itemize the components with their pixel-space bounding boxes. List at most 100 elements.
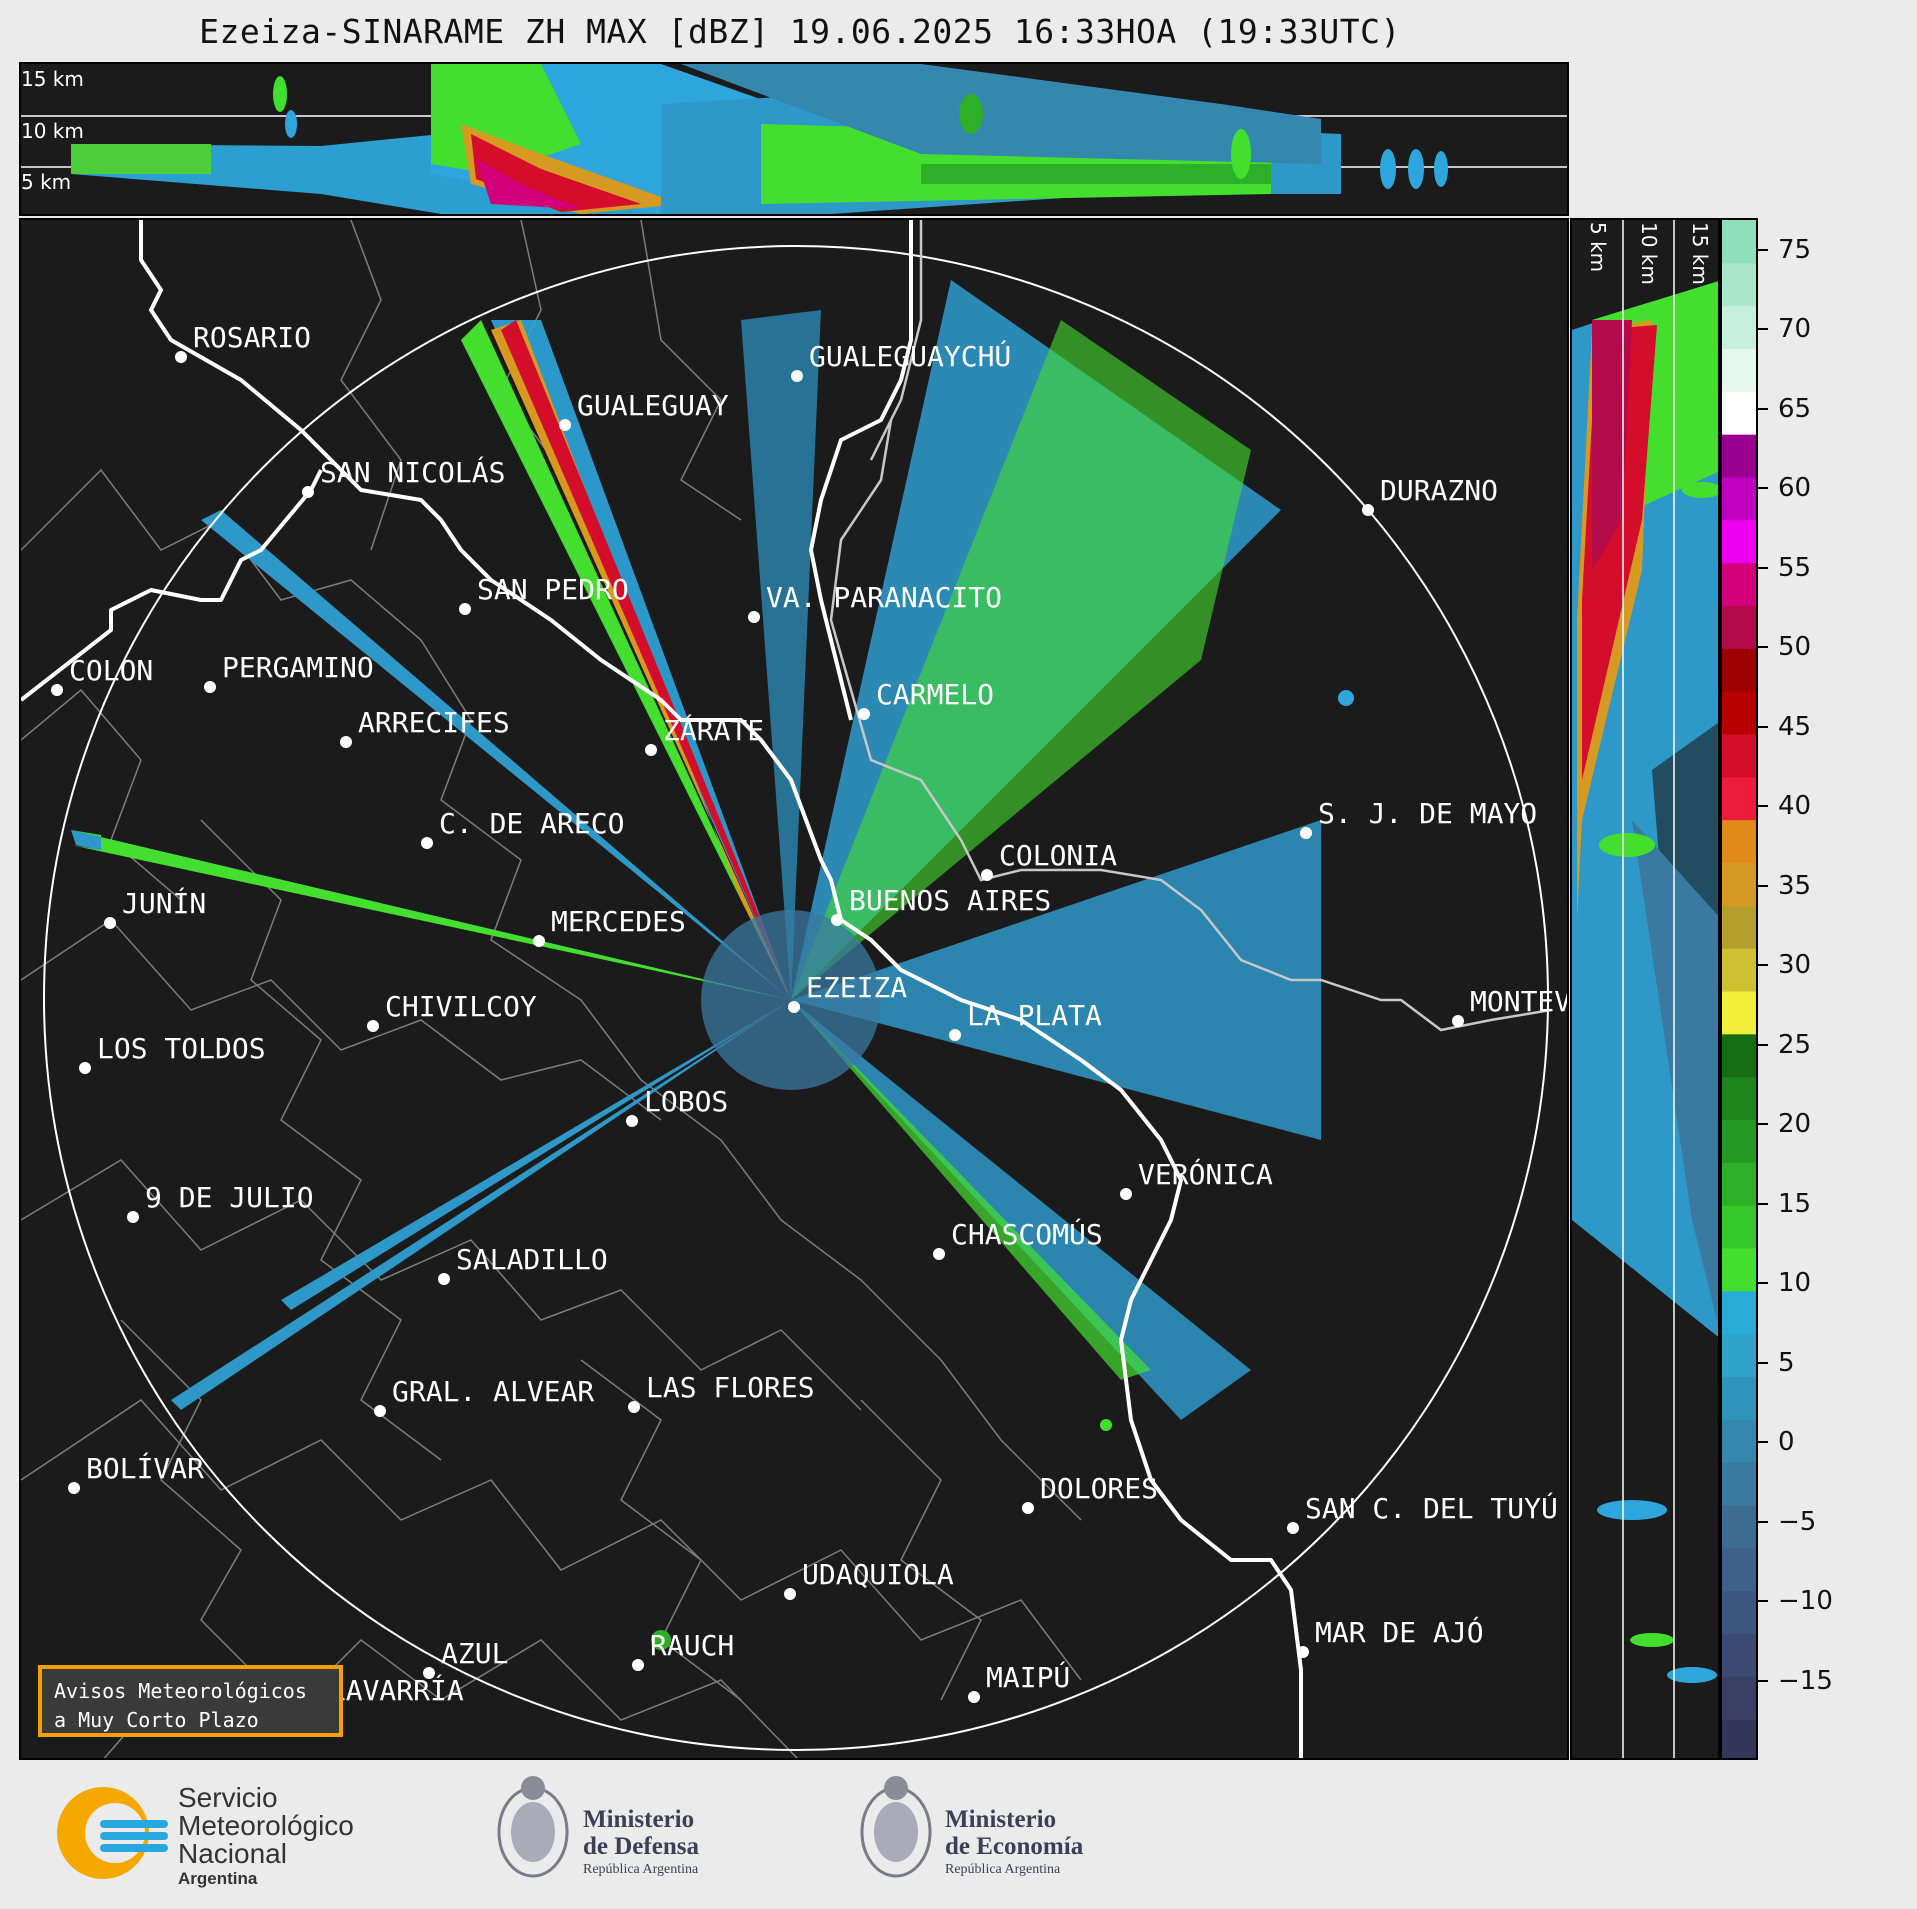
coast-outline xyxy=(829,220,1552,1032)
top-alt-label-5km: 5 km xyxy=(21,170,72,194)
top-cross-section-panel: 15 km 10 km 5 km xyxy=(19,62,1569,216)
colorbar-band xyxy=(1722,1590,1756,1634)
economia-logo-text: Ministerio de Economía República Argenti… xyxy=(945,1806,1083,1880)
city-junin: JUNÍN xyxy=(104,886,206,929)
city-montevideo: MONTEVIDEO xyxy=(1452,985,1569,1027)
footer-logos: Servicio Meteorológico Nacional Argentin… xyxy=(0,1762,1917,1909)
colorbar-tick xyxy=(1758,884,1768,887)
colorbar-tick xyxy=(1758,805,1768,808)
warnings-link-button[interactable]: Avisos Meteorológicos a Muy Corto Plazo xyxy=(38,1665,343,1737)
smn-logo-text: Servicio Meteorológico Nacional Argentin… xyxy=(178,1784,354,1890)
city-rosario: ROSARIO xyxy=(175,321,311,363)
city-label-junin: JUNÍN xyxy=(122,886,206,920)
colorbar-tick xyxy=(1758,646,1768,649)
colorbar-tick-label: 25 xyxy=(1778,1029,1812,1060)
radar-map: ROSARIO GUALEGUAYCHÚ GUALEGUAY SAN NICOL… xyxy=(21,220,1569,1758)
city-label-azul: AZUL xyxy=(441,1637,508,1670)
city-label-mercedes: MERCEDES xyxy=(551,905,686,938)
city-zarate: ZÁRATE xyxy=(645,713,764,756)
colorbar-tick-label: 15 xyxy=(1778,1188,1812,1219)
colorbar-band xyxy=(1722,1633,1756,1677)
city-label-colon: COLON xyxy=(69,654,153,687)
city-colon: COLON xyxy=(51,654,153,696)
city-chivilcoy: CHIVILCOY xyxy=(367,990,537,1032)
colorbar-tick-label: 20 xyxy=(1778,1109,1812,1140)
colorbar-tick-label: 0 xyxy=(1778,1427,1795,1458)
colorbar-band xyxy=(1722,991,1756,1035)
top-alt-label-10km: 10 km xyxy=(21,119,84,143)
colorbar-band xyxy=(1722,1290,1756,1335)
colorbar-tick-label: −10 xyxy=(1778,1586,1833,1617)
colorbar-band xyxy=(1722,819,1756,863)
colorbar-tick xyxy=(1758,1441,1768,1444)
city-label-maipu: MAIPÚ xyxy=(986,1660,1070,1694)
colorbar-tick-label: 50 xyxy=(1778,632,1812,663)
colorbar-band xyxy=(1722,1162,1756,1206)
radar-echoes xyxy=(71,280,1354,1650)
colorbar-band xyxy=(1722,691,1756,735)
city-label-9-de-julio: 9 DE JULIO xyxy=(145,1181,314,1214)
city-durazno: DURAZNO xyxy=(1362,474,1498,516)
colorbar-band xyxy=(1722,905,1756,949)
colorbar-tick xyxy=(1758,1600,1768,1603)
colorbar-band xyxy=(1722,605,1756,649)
colorbar-band xyxy=(1722,1462,1756,1506)
city-label-pergamino: PERGAMINO xyxy=(222,651,374,684)
city-label-durazno: DURAZNO xyxy=(1380,474,1498,507)
city-label-rauch: RAUCH xyxy=(650,1629,734,1662)
economia-seal-icon xyxy=(860,1776,932,1878)
city-label-ezeiza: EZEIZA xyxy=(806,971,907,1004)
city-label-veronica: VERÓNICA xyxy=(1138,1157,1273,1191)
colorbar-band xyxy=(1722,1119,1756,1163)
dbz-colorbar xyxy=(1720,218,1758,1760)
colorbar-tick-label: 5 xyxy=(1778,1347,1795,1378)
city-maipu: MAIPÚ xyxy=(968,1660,1070,1703)
city-label-gualeguay: GUALEGUAY xyxy=(577,389,729,422)
notice-line-2: a Muy Corto Plazo xyxy=(54,1708,259,1732)
colorbar-band xyxy=(1722,1376,1756,1420)
city-label-montevideo: MONTEVIDEO xyxy=(1470,985,1569,1018)
city-label-mar-de-ajo: MAR DE AJÓ xyxy=(1315,1615,1484,1649)
city-la-plata: LA PLATA xyxy=(949,999,1102,1041)
city-label-la-plata: LA PLATA xyxy=(967,999,1102,1032)
city-udaquiola: UDAQUIOLA xyxy=(784,1558,954,1600)
top-cross-section-echoes xyxy=(21,64,1567,214)
colorbar-band xyxy=(1722,1205,1756,1249)
colorbar-band xyxy=(1722,1248,1756,1292)
colorbar-tick xyxy=(1758,725,1768,728)
city-los-toldos: LOS TOLDOS xyxy=(79,1032,266,1074)
colorbar-band xyxy=(1722,1547,1756,1592)
colorbar-band xyxy=(1722,1076,1756,1120)
colorbar-band xyxy=(1722,1419,1756,1463)
city-label-chivilcoy: CHIVILCOY xyxy=(385,990,537,1023)
colorbar-band xyxy=(1722,776,1756,821)
colorbar-band xyxy=(1722,1719,1756,1758)
city-c-de-areco: C. DE ARECO xyxy=(421,807,624,849)
city-9-de-julio: 9 DE JULIO xyxy=(127,1181,314,1223)
colorbar-tick-label: 10 xyxy=(1778,1268,1812,1299)
side-cross-section-echoes xyxy=(1572,220,1718,1758)
footer-logo-graphics xyxy=(57,1776,932,1879)
city-label-los-toldos: LOS TOLDOS xyxy=(97,1032,266,1065)
colorbar-tick xyxy=(1758,248,1768,251)
smn-line-3: Nacional xyxy=(178,1838,287,1869)
colorbar-tick xyxy=(1758,1202,1768,1205)
colorbar-tick xyxy=(1758,1043,1768,1046)
city-label-udaquiola: UDAQUIOLA xyxy=(802,1558,954,1591)
borders-and-rivers xyxy=(21,220,1303,1758)
city-label-bolivar: BOLÍVAR xyxy=(86,1451,204,1485)
city-label-gral-alvear: GRAL. ALVEAR xyxy=(392,1375,594,1408)
city-label-las-flores: LAS FLORES xyxy=(646,1371,815,1404)
city-label-saladillo: SALADILLO xyxy=(456,1243,608,1276)
city-label-sj-de-mayo: S. J. DE MAYO xyxy=(1318,797,1537,830)
city-san-c-del-tuyu: SAN C. DEL TUYÚ xyxy=(1287,1491,1558,1534)
smn-line-2: Meteorológico xyxy=(178,1810,354,1841)
city-las-flores: LAS FLORES xyxy=(628,1371,815,1413)
colorbar-band xyxy=(1722,305,1756,349)
defensa-line-3: República Argentina xyxy=(583,1862,699,1877)
city-saladillo: SALADILLO xyxy=(438,1243,608,1285)
city-san-nicolas: SAN NICOLÁS xyxy=(302,455,505,498)
colorbar-band xyxy=(1722,519,1756,564)
colorbar-tick xyxy=(1758,964,1768,967)
colorbar-tick-label: 70 xyxy=(1778,314,1812,345)
